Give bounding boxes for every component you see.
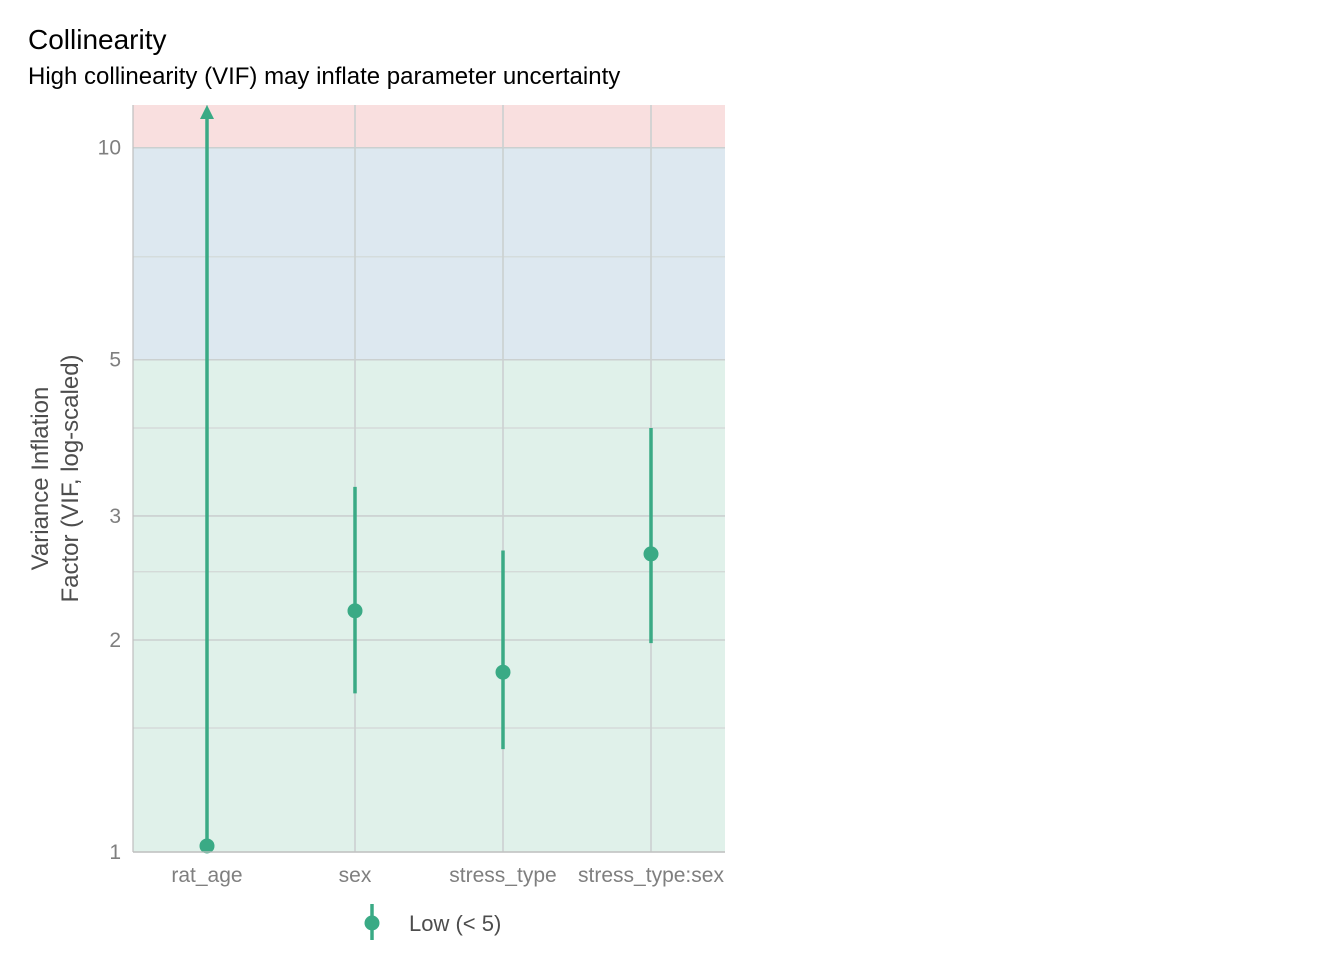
y-tick-label: 10 [98, 137, 121, 160]
x-tick-label: stress_type:sex [578, 864, 724, 887]
x-tick-label: rat_age [171, 864, 242, 887]
band-high [133, 105, 725, 148]
point-rat_age [199, 838, 215, 854]
data-marks [199, 105, 659, 854]
y-axis-title: Variance Inflation [27, 387, 54, 571]
band-moderate [133, 147, 725, 360]
y-tick-label: 5 [109, 349, 121, 372]
risk-bands [133, 105, 725, 852]
chart-title: Collinearity [28, 24, 167, 55]
point-sex [347, 603, 363, 619]
point-stress_type [495, 664, 511, 680]
y-tick-label: 1 [109, 841, 121, 864]
legend: Low (< 5) [364, 904, 501, 940]
y-axis-title: Factor (VIF, log-scaled) [57, 354, 84, 602]
chart-subtitle: High collinearity (VIF) may inflate para… [28, 63, 621, 90]
band-low [133, 359, 725, 852]
legend-key-point [364, 915, 380, 931]
x-tick-label: sex [339, 864, 372, 887]
axes: 1 2 3 5 10 rat_age sex stress_type stress_type:s… [27, 105, 725, 887]
x-tick-label: stress_type [449, 864, 556, 887]
truncation-arrow-rat_age [200, 105, 214, 119]
point-stress_type:sex [643, 546, 659, 562]
y-tick-label: 2 [109, 629, 121, 652]
y-tick-label: 3 [109, 505, 121, 528]
legend-label: Low (< 5) [409, 911, 501, 936]
